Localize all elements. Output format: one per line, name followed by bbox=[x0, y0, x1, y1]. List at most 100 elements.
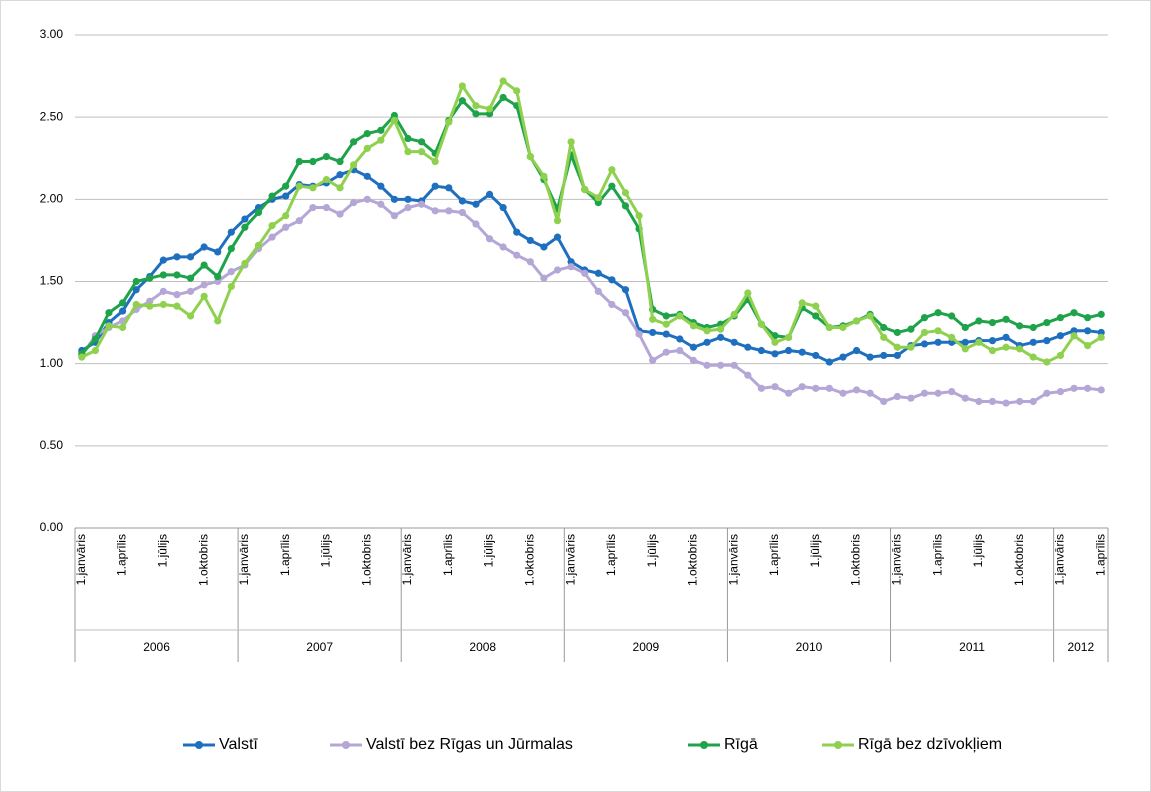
data-point bbox=[404, 134, 412, 143]
year-label: 2011 bbox=[959, 640, 985, 654]
x-tick-label: 1.aprīlis bbox=[1093, 534, 1107, 576]
data-point bbox=[146, 302, 154, 310]
data-point bbox=[513, 87, 521, 95]
data-point bbox=[581, 269, 589, 277]
data-point bbox=[159, 256, 167, 264]
data-point bbox=[499, 77, 507, 85]
data-point bbox=[689, 356, 698, 364]
data-point bbox=[988, 337, 997, 345]
data-point bbox=[662, 320, 670, 328]
data-point bbox=[241, 215, 249, 223]
x-tick-label: 1.jūlijs bbox=[319, 534, 333, 567]
y-tick-label: 2.50 bbox=[40, 109, 64, 123]
data-point bbox=[621, 189, 630, 197]
data-point bbox=[1084, 341, 1092, 350]
data-point bbox=[322, 153, 331, 161]
data-point bbox=[1016, 322, 1024, 330]
data-point bbox=[485, 190, 494, 199]
x-tick-label: 1.jūlijs bbox=[808, 534, 822, 567]
x-tick-label: 1.aprīlis bbox=[115, 534, 129, 576]
data-point bbox=[730, 338, 738, 346]
data-point bbox=[1070, 332, 1078, 340]
data-point bbox=[173, 302, 181, 310]
data-point bbox=[934, 327, 942, 335]
data-point bbox=[78, 353, 86, 361]
series-line bbox=[80, 95, 1102, 355]
data-point bbox=[526, 258, 534, 266]
year-label: 2008 bbox=[469, 640, 496, 654]
data-point bbox=[186, 287, 195, 295]
data-point bbox=[282, 212, 290, 220]
x-tick-label: 1.janvāris bbox=[400, 534, 414, 585]
legend-label: Valstī bez Rīgas un Jūrmalas bbox=[366, 736, 573, 753]
data-point bbox=[1097, 310, 1105, 318]
data-point bbox=[880, 397, 888, 406]
data-point bbox=[757, 320, 766, 328]
data-point bbox=[200, 243, 208, 251]
data-point bbox=[1084, 314, 1092, 322]
series-line bbox=[81, 79, 1102, 364]
data-point bbox=[458, 208, 466, 217]
data-point bbox=[105, 322, 113, 330]
year-label: 2012 bbox=[1067, 640, 1094, 654]
data-point bbox=[309, 203, 317, 212]
data-point bbox=[880, 323, 888, 332]
data-point bbox=[241, 223, 249, 231]
data-point bbox=[866, 389, 874, 397]
data-point bbox=[254, 208, 263, 217]
data-point bbox=[1029, 353, 1037, 361]
x-tick-label: 1.aprīlis bbox=[604, 534, 618, 576]
data-point bbox=[282, 192, 290, 200]
data-point bbox=[1084, 384, 1092, 392]
data-point bbox=[404, 203, 412, 212]
data-point bbox=[472, 200, 480, 208]
data-point bbox=[744, 289, 752, 297]
data-point bbox=[784, 346, 793, 355]
data-point bbox=[567, 138, 575, 146]
data-point bbox=[458, 97, 466, 105]
data-point bbox=[268, 233, 276, 241]
data-point bbox=[336, 184, 344, 192]
data-point bbox=[907, 343, 915, 351]
data-point bbox=[390, 111, 399, 120]
legend-marker bbox=[834, 741, 842, 749]
data-point bbox=[445, 118, 453, 126]
data-point bbox=[676, 335, 684, 343]
year-label: 2010 bbox=[796, 640, 823, 654]
data-point bbox=[907, 394, 915, 402]
data-point bbox=[200, 261, 208, 269]
legend-marker bbox=[342, 741, 350, 749]
series-line bbox=[81, 168, 1102, 364]
data-point bbox=[377, 200, 385, 208]
data-point bbox=[200, 292, 208, 300]
data-point bbox=[1097, 386, 1105, 394]
data-point bbox=[961, 345, 969, 353]
data-point bbox=[526, 236, 534, 245]
data-point bbox=[608, 300, 616, 309]
data-point bbox=[649, 315, 657, 323]
data-point bbox=[839, 353, 847, 361]
data-point bbox=[118, 299, 127, 307]
data-point bbox=[1043, 358, 1051, 366]
data-point bbox=[553, 217, 562, 225]
x-tick-label: 1.aprīlis bbox=[930, 534, 944, 576]
year-label: 2009 bbox=[633, 640, 660, 654]
x-tick-label: 1.oktobris bbox=[686, 534, 700, 586]
data-point bbox=[363, 195, 371, 203]
x-tick-label: 1.jūlijs bbox=[971, 534, 985, 567]
data-point bbox=[553, 266, 562, 274]
data-point bbox=[948, 388, 956, 396]
data-point bbox=[445, 207, 453, 215]
data-point bbox=[417, 138, 426, 146]
data-point bbox=[1043, 318, 1051, 327]
data-point bbox=[608, 166, 616, 174]
data-point bbox=[1056, 332, 1065, 340]
y-tick-label: 1.00 bbox=[40, 356, 64, 370]
data-point bbox=[540, 172, 548, 180]
data-point bbox=[893, 328, 901, 337]
data-point bbox=[1056, 351, 1065, 360]
data-point bbox=[173, 253, 181, 261]
data-point bbox=[703, 361, 711, 369]
data-point bbox=[390, 116, 399, 125]
data-point bbox=[445, 184, 453, 192]
